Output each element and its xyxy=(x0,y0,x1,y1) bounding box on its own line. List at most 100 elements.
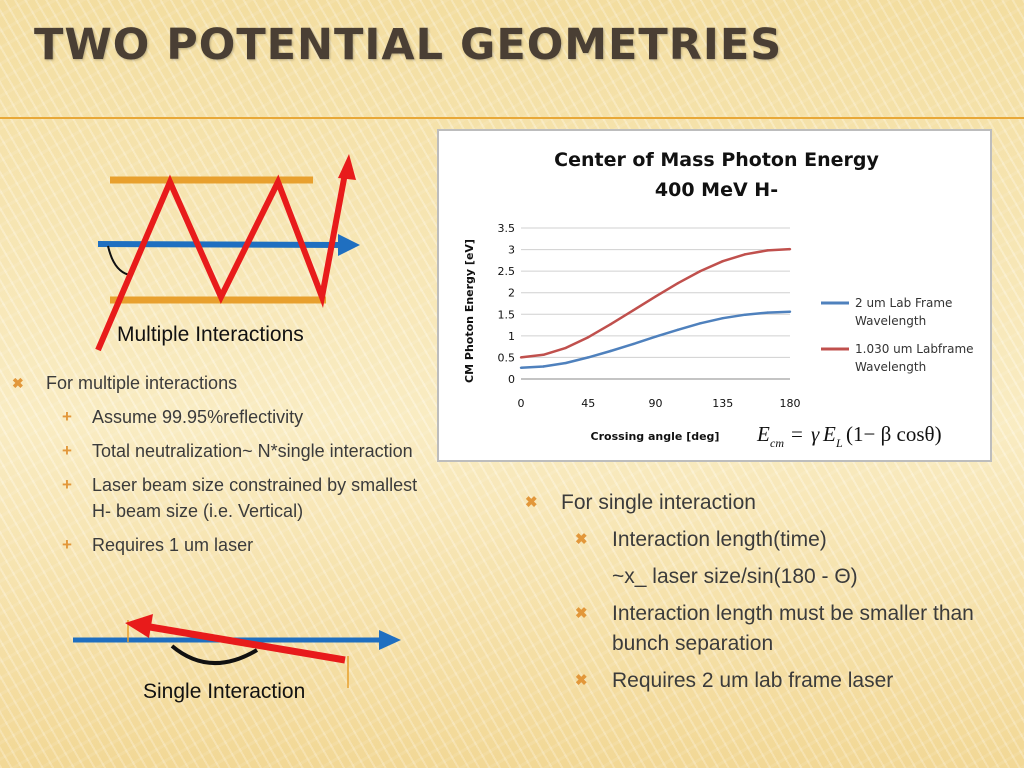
series-point-2 xyxy=(587,335,590,339)
y-tick-label: 2.5 xyxy=(498,265,516,278)
series-point-2 xyxy=(609,323,612,326)
x-tick-label: 135 xyxy=(712,397,733,410)
sub-bullet: ✖ Interaction length(time) xyxy=(525,525,1015,555)
sub-bullet: + Assume 99.95%reflectivity xyxy=(12,404,432,430)
laser-arrowhead xyxy=(338,154,356,180)
series-point-1 xyxy=(721,316,724,320)
series-point-2 xyxy=(766,249,769,252)
plus-bullet-icon: + xyxy=(62,475,72,494)
axis-layer: 0 0.5 1 1.5 2 2.5 3 3.5 0 45 90 135 180 xyxy=(498,222,801,410)
formula-cm-subscript: cm xyxy=(770,436,784,450)
x-bullet-icon: ✖ xyxy=(575,605,588,622)
formula-gamma: γ xyxy=(811,422,820,446)
series-point-1 xyxy=(743,313,747,316)
multiple-interactions-bullets: ✖ For multiple interactions + Assume 99.… xyxy=(12,370,432,566)
slide-title: TWO POTENTIAL GEOMETRIES xyxy=(34,20,783,70)
incidence-angle-arc xyxy=(107,245,131,276)
x-tick-label: 45 xyxy=(581,397,595,410)
multiple-interactions-label: Multiple Interactions xyxy=(117,323,304,346)
chart-plot: 0 0.5 1 1.5 2 2.5 3 3.5 0 45 90 135 180 2 um Lab Fra… xyxy=(463,222,974,450)
x-tick-label: 0 xyxy=(518,397,525,410)
plus-bullet-icon: + xyxy=(62,407,72,426)
series-point-2 xyxy=(721,260,724,263)
series-point-2 xyxy=(788,247,792,251)
series-point-1 xyxy=(766,311,769,314)
single-interaction-diagram xyxy=(73,614,401,688)
bullet-text: Laser beam size constrained by smallest … xyxy=(92,475,418,521)
bullet-text: Requires 2 um lab frame laser xyxy=(612,669,894,692)
plus-bullet-icon: + xyxy=(62,441,72,460)
y-tick-label: 3 xyxy=(508,244,515,257)
chart-panel: Center of Mass Photon Energy 400 MeV H- … xyxy=(437,129,992,462)
single-interaction-bullets: ✖ For single interaction ✖ Interaction l… xyxy=(525,488,1015,703)
x-bullet-icon: ✖ xyxy=(12,375,24,391)
h-beam-arrowhead xyxy=(379,630,401,650)
y-tick-label: 1 xyxy=(508,330,515,343)
sub-bullet: + Laser beam size constrained by smalles… xyxy=(12,472,432,524)
series-point-1 xyxy=(564,361,568,365)
x-bullet-icon: ✖ xyxy=(525,494,538,511)
bullet-main: ✖ For single interaction xyxy=(525,488,1015,518)
formula-el: E xyxy=(822,422,836,446)
series-point-2 xyxy=(676,282,680,285)
laser-zigzag-path xyxy=(95,167,349,352)
series-point-2 xyxy=(519,356,523,359)
bullet-text: ~x_ laser size/sin(180 - Θ) xyxy=(612,565,858,588)
y-tick-label: 3.5 xyxy=(498,222,516,235)
x-bullet-icon: ✖ xyxy=(575,672,588,689)
bullet-text: For multiple interactions xyxy=(46,373,238,393)
x-tick-label: 90 xyxy=(649,397,663,410)
series-point-1 xyxy=(542,365,545,368)
bullet-text: Interaction length(time) xyxy=(612,528,827,551)
crossing-angle-arc xyxy=(170,644,259,665)
formula-equals: = xyxy=(791,422,803,446)
h-beam-line xyxy=(97,241,343,248)
h-beam-arrowhead xyxy=(338,234,360,256)
x-bullet-icon: ✖ xyxy=(575,531,588,548)
formula-tail: (1− β cosθ) xyxy=(846,422,942,446)
legend-label-1: 2 um Lab Frame Wavelength xyxy=(855,296,952,328)
series-layer xyxy=(519,247,792,370)
sub-bullet: ✖ Interaction length must be smaller tha… xyxy=(525,599,1015,659)
legend-label-2: 1.030 um Labframe Wavelength xyxy=(855,342,974,374)
y-axis-label: CM Photon Energy [eV] xyxy=(463,239,476,383)
series-point-2 xyxy=(564,346,568,350)
formula-e: E xyxy=(756,422,770,446)
series-point-1 xyxy=(654,335,657,338)
series-point-2 xyxy=(542,353,545,357)
series-line-2 xyxy=(520,247,791,359)
single-interaction-label: Single Interaction xyxy=(143,680,306,703)
formula-l-subscript: L xyxy=(835,436,843,450)
y-tick-label: 0 xyxy=(508,373,515,386)
x-axis-label: Crossing angle [deg] xyxy=(591,430,720,443)
title-divider xyxy=(0,117,1024,119)
bullet-text: Interaction length must be smaller than … xyxy=(612,602,974,655)
laser-line xyxy=(149,623,346,664)
y-tick-label: 1.5 xyxy=(498,308,516,321)
bullet-text: Assume 99.95%reflectivity xyxy=(92,407,304,427)
series-point-1 xyxy=(676,328,680,332)
grid-layer xyxy=(521,227,790,358)
formula-annotation: E cm = γ E L (1− β cosθ) xyxy=(756,422,942,450)
laser-arrowhead xyxy=(125,614,153,638)
sub-bullet: + Requires 1 um laser xyxy=(12,532,432,558)
series-point-1 xyxy=(609,349,612,353)
sub-bullet-continuation: ~x_ laser size/sin(180 - Θ) xyxy=(525,562,1015,592)
y-tick-label: 2 xyxy=(508,287,515,300)
series-point-1 xyxy=(788,310,792,313)
series-point-2 xyxy=(699,269,702,273)
x-tick-label: 180 xyxy=(780,397,801,410)
plus-bullet-icon: + xyxy=(62,535,72,554)
series-point-1 xyxy=(631,342,635,346)
chart-title-line-2: 400 MeV H- xyxy=(654,179,779,201)
series-point-1 xyxy=(587,356,590,359)
bullet-text: Requires 1 um laser xyxy=(92,535,254,555)
sub-bullet: ✖ Requires 2 um lab frame laser xyxy=(525,666,1015,696)
series-point-1 xyxy=(519,366,523,369)
chart-title-line-1: Center of Mass Photon Energy xyxy=(554,149,879,171)
sub-bullet: + Total neutralization~ N*single interac… xyxy=(12,438,432,464)
series-line-1 xyxy=(520,310,791,370)
series-point-2 xyxy=(743,253,747,256)
legend-layer: 2 um Lab Frame Wavelength 1.030 um Labfram… xyxy=(821,296,974,374)
bullet-main: ✖ For multiple interactions xyxy=(12,370,432,396)
